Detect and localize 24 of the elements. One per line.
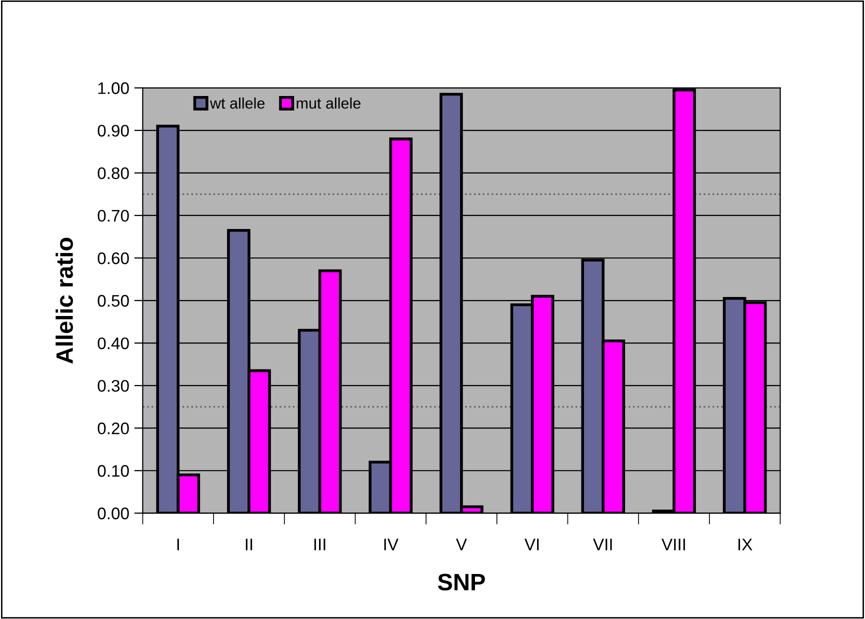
y-tick-label: 0.00 (98, 508, 129, 520)
x-tick-label: IV (384, 538, 398, 550)
legend-label: wt allele (210, 97, 265, 109)
y-tick-label: 0.10 (98, 465, 129, 477)
y-tick-label: 0.20 (98, 422, 129, 434)
x-axis-title: SNP (438, 574, 485, 590)
x-tick-label: VI (524, 538, 539, 550)
x-tick-label: VII (593, 538, 612, 550)
y-axis-title: Allelic ratio (56, 238, 73, 364)
x-tick-label: V (456, 538, 467, 550)
y-tick-label: 0.50 (98, 294, 129, 307)
y-tick-label: 0.90 (98, 124, 129, 137)
y-tick-label: 0.80 (98, 167, 129, 180)
x-tick-label: IX (738, 538, 752, 550)
x-tick-label: VIII (662, 538, 685, 550)
y-tick-label: 0.60 (98, 252, 129, 264)
y-tick-label: 1.00 (98, 82, 129, 94)
legend-label: mut allele (296, 97, 360, 109)
x-tick-label: I (177, 538, 179, 550)
y-tick-label: 0.30 (98, 380, 129, 392)
x-tick-label: II (246, 538, 252, 550)
y-tick-label: 0.70 (98, 210, 129, 222)
x-tick-label: III (314, 538, 326, 550)
y-tick-label: 0.40 (98, 337, 129, 350)
